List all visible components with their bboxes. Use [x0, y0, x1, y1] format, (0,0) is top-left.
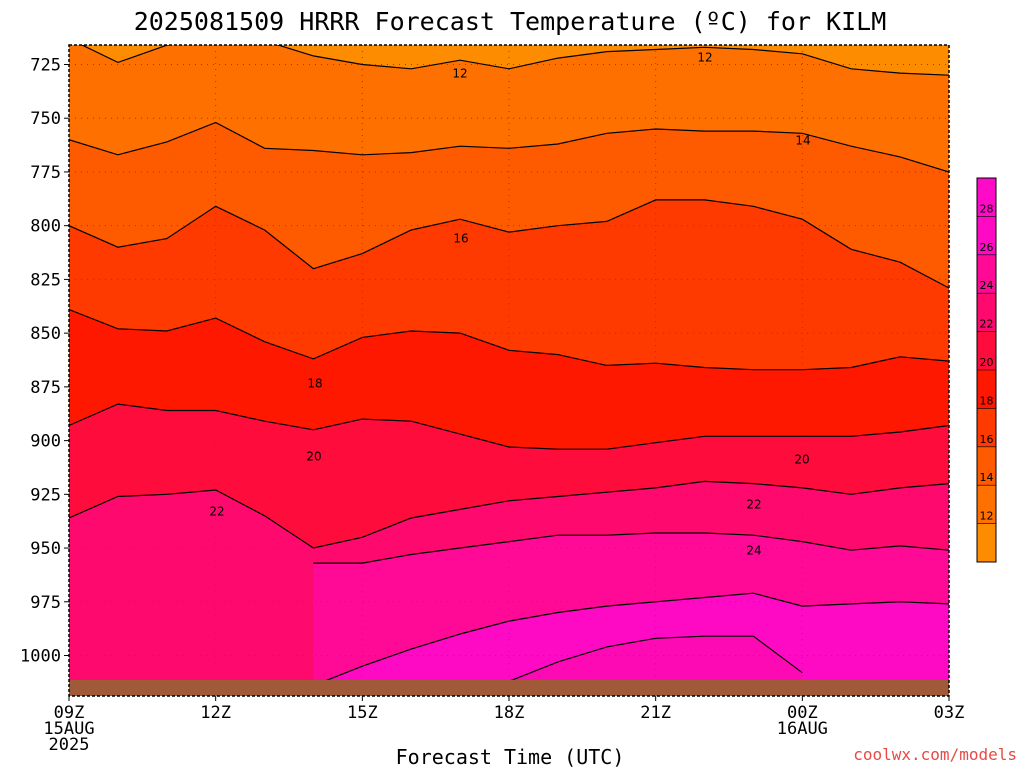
colorbar-label: 22 [980, 318, 994, 331]
colorbar-segment [977, 523, 996, 563]
x-tick-label: 15AUG [43, 719, 94, 739]
x-tick-label: 16AUG [777, 719, 828, 739]
gridlines [69, 45, 949, 696]
ground-surface [69, 680, 949, 696]
x-tick-label: 03Z [934, 703, 965, 723]
y-tick-label: 975 [30, 593, 61, 613]
y-tick-label: 775 [30, 163, 61, 183]
isotherm-label: 12 [697, 51, 712, 65]
isotherm-12 [80, 45, 949, 76]
y-tick-label: 925 [30, 485, 61, 505]
isotherm-label: 18 [307, 377, 322, 391]
x-axis-title: Forecast Time (UTC) [396, 745, 625, 768]
isotherm-labels: 12 12 14 16 18 20 20 22 22 24 [209, 51, 810, 558]
y-tick-label: 900 [30, 432, 61, 452]
isotherm-label: 24 [746, 544, 761, 558]
chart-title: 2025081509 HRRR Forecast Temperature (ºC… [134, 7, 887, 36]
isotherm-18 [69, 308, 949, 371]
y-axis: 725 750 775 800 825 850 875 900 925 950 975 1000 [20, 56, 69, 667]
y-tick-label: 875 [30, 378, 61, 398]
x-tick-label: 12Z [200, 703, 231, 723]
colorbar-segment [977, 370, 996, 409]
colorbar-segment [977, 408, 996, 448]
isotherm-20 [69, 403, 949, 450]
isotherm-16 [69, 199, 949, 289]
y-tick-label: 850 [30, 324, 61, 344]
colorbar-segment [977, 293, 996, 333]
colorbar-segment [977, 485, 996, 525]
colorbar-label: 18 [980, 394, 994, 407]
y-tick-label: 800 [30, 217, 61, 237]
isotherm-26 [313, 592, 949, 687]
y-tick-label: 1000 [20, 647, 61, 667]
plot-area [69, 45, 949, 696]
colorbar-label: 26 [980, 241, 994, 254]
colorbar-segment [977, 446, 996, 486]
isotherm-lines [69, 45, 949, 687]
colorbar-segment [977, 254, 996, 294]
colorbar-segment [977, 216, 996, 256]
colorbar-segment [977, 331, 996, 371]
isotherm-14 [69, 121, 949, 173]
isotherm-label: 20 [794, 453, 809, 467]
isotherm-22 [69, 480, 949, 549]
temperature-shading [69, 45, 949, 696]
isotherm-label: 14 [795, 134, 810, 148]
colorbar-label: 24 [980, 279, 994, 292]
x-tick-label: 21Z [640, 703, 671, 723]
isotherm-28 [508, 635, 803, 682]
colorbar: 28 26 24 22 20 18 16 14 12 [976, 177, 997, 563]
colorbar-label: 14 [980, 471, 994, 484]
isotherm-label: 22 [746, 498, 761, 512]
colorbar-segment [977, 178, 996, 217]
isotherm-label: 16 [453, 232, 468, 246]
x-tick-label: 00Z [787, 703, 818, 723]
y-tick-label: 825 [30, 270, 61, 290]
colorbar-label: 28 [980, 202, 994, 215]
x-tick-label: 15Z [347, 703, 378, 723]
x-tick-label: 2025 [49, 735, 90, 755]
colorbar-label: 20 [980, 356, 994, 369]
isotherm-label: 12 [452, 67, 467, 81]
y-tick-label: 725 [30, 56, 61, 76]
isotherm-label: 20 [306, 450, 321, 464]
colorbar-label: 12 [980, 510, 994, 523]
x-tick-label: 18Z [494, 703, 525, 723]
x-tick-label: 09Z [54, 703, 85, 723]
y-tick-label: 750 [30, 109, 61, 129]
colorbar-label: 16 [980, 433, 994, 446]
isotherm-label: 22 [209, 505, 224, 519]
y-tick-label: 950 [30, 539, 61, 559]
credit-text: coolwx.com/models [853, 745, 1017, 764]
isotherm-24 [313, 532, 949, 564]
